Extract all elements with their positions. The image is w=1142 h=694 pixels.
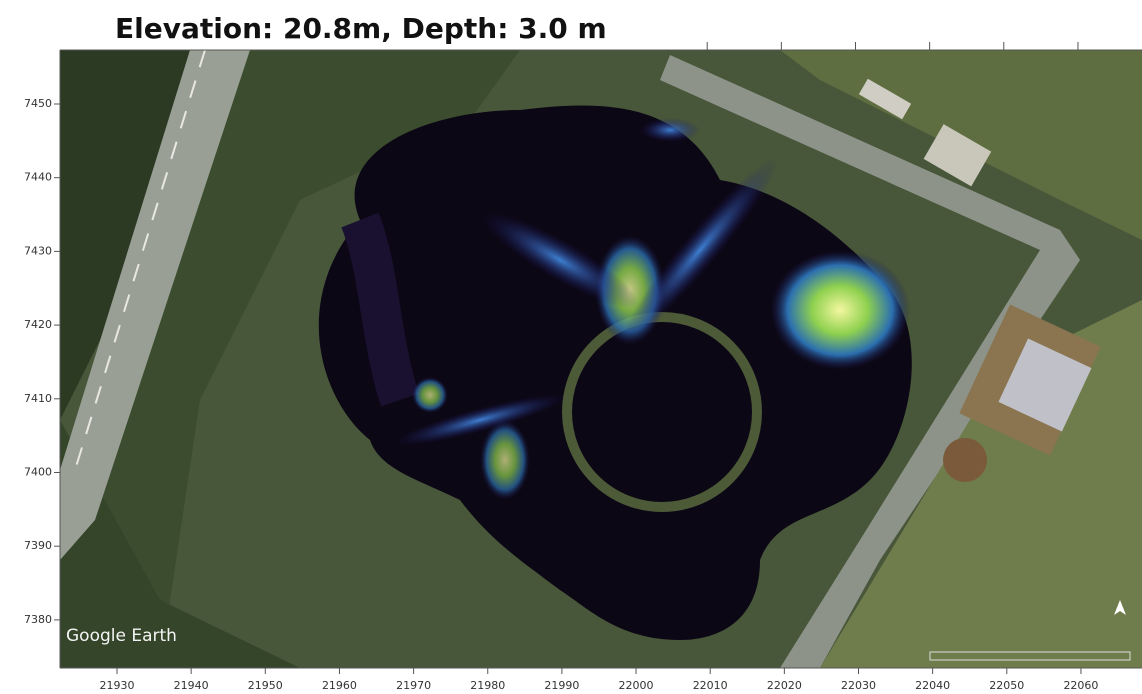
watermark: Google Earth: [66, 626, 177, 646]
y-tick-label: 7430: [24, 244, 52, 257]
x-tick-label: 22020: [767, 679, 802, 692]
x-tick-label: 22030: [841, 679, 876, 692]
y-tick-label: 7440: [24, 171, 52, 184]
x-tick-label: 21940: [174, 679, 209, 692]
x-tick-label: 21950: [248, 679, 283, 692]
y-tick-label: 7400: [24, 466, 52, 479]
map-figure: Elevation: 20.8m, Depth: 3.0 m Google Ea…: [0, 0, 1142, 694]
x-tick-label: 22000: [619, 679, 654, 692]
y-tick-label: 7380: [24, 613, 52, 626]
x-tick-label: 21970: [396, 679, 431, 692]
x-tick-label: 21960: [322, 679, 357, 692]
y-tick-label: 7410: [24, 392, 52, 405]
x-tick-label: 22060: [1063, 679, 1098, 692]
x-tick-label: 21990: [544, 679, 579, 692]
y-tick-label: 7420: [24, 318, 52, 331]
x-tick-label: 22050: [989, 679, 1024, 692]
y-tick-label: 7450: [24, 97, 52, 110]
map-canvas: Elevation: 20.8m, Depth: 3.0 m Google Ea…: [0, 0, 1142, 694]
x-tick-label: 22040: [915, 679, 950, 692]
y-tick-label: 7390: [24, 539, 52, 552]
title: Elevation: 20.8m, Depth: 3.0 m: [115, 12, 607, 45]
x-tick-label: 21930: [100, 679, 135, 692]
x-tick-label: 22010: [693, 679, 728, 692]
x-tick-label: 21980: [470, 679, 505, 692]
